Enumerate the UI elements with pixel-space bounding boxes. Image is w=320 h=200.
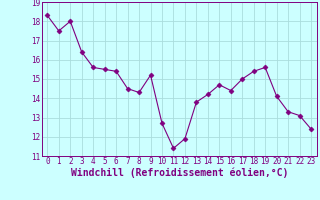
X-axis label: Windchill (Refroidissement éolien,°C): Windchill (Refroidissement éolien,°C) — [70, 168, 288, 178]
